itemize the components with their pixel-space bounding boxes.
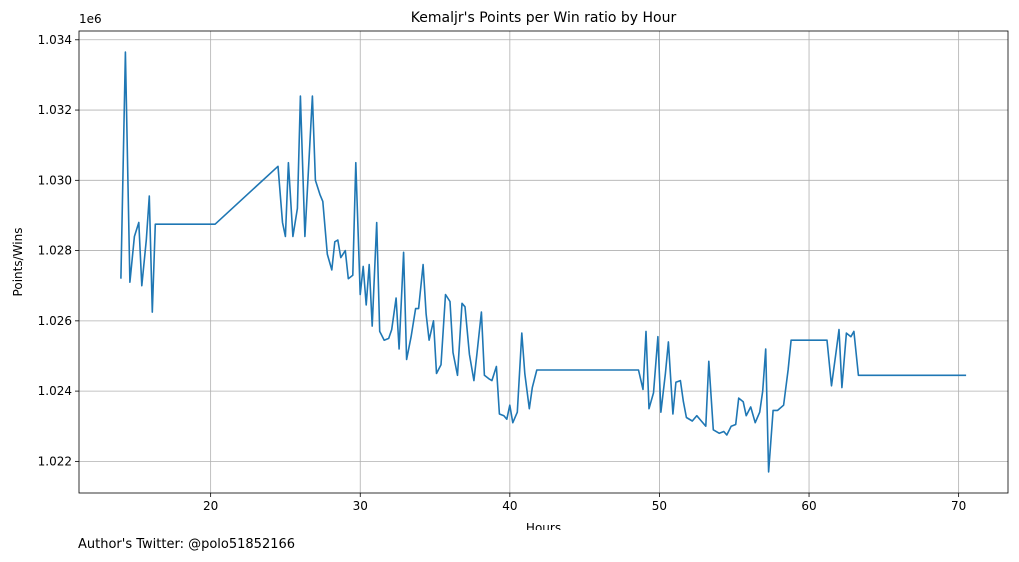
- y-tick-label: 1.022: [38, 454, 72, 468]
- x-axis: 20 30 40 50 60 70: [203, 493, 966, 513]
- y-tick-label: 1.024: [38, 384, 72, 398]
- x-axis-label: Hours: [526, 521, 561, 530]
- y-tick-label: 1.030: [38, 173, 72, 187]
- x-tick-label: 40: [502, 499, 517, 513]
- x-tick-label: 50: [652, 499, 667, 513]
- y-tick-label: 1.032: [38, 103, 72, 117]
- y-axis: 1.022 1.024 1.026 1.028 1.030 1.032 1.034: [38, 33, 79, 468]
- grid-lines: [79, 31, 1008, 493]
- plot-frame: [78, 30, 1009, 494]
- x-tick-label: 30: [353, 499, 368, 513]
- y-tick-label: 1.026: [38, 314, 72, 328]
- series-layer: [120, 51, 967, 473]
- y-tick-label: 1.034: [38, 33, 72, 47]
- x-tick-label: 60: [801, 499, 816, 513]
- x-tick-label: 70: [951, 499, 966, 513]
- y-axis-label: Points/Wins: [11, 228, 25, 297]
- y-offset-text: 1e6: [79, 12, 102, 26]
- series-line: [120, 51, 967, 473]
- author-twitter-footnote: Author's Twitter: @polo51852166: [78, 537, 296, 552]
- y-tick-label: 1.028: [38, 244, 72, 258]
- chart-title: Kemaljr's Points per Win ratio by Hour: [411, 10, 677, 26]
- line-chart: 20 30 40 50 60 70 1.0221.0241.0261.0281.0301.…: [11, 10, 1009, 530]
- x-tick-label: 20: [203, 499, 218, 513]
